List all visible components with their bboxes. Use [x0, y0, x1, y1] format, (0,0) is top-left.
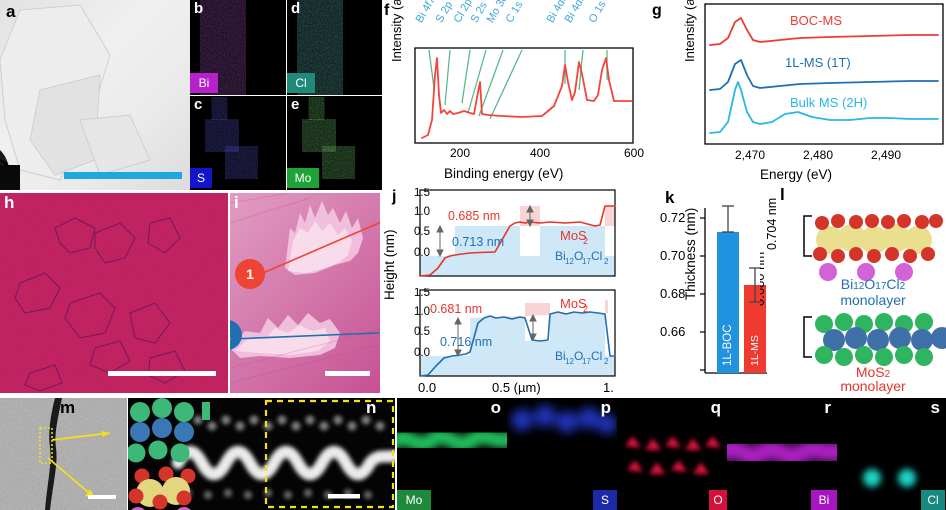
svg-text:0.72: 0.72: [660, 210, 685, 225]
svg-text:1.0: 1.0: [414, 306, 430, 318]
svg-text:0.5 (µm): 0.5 (µm): [492, 380, 541, 395]
svg-text:0.0: 0.0: [414, 247, 430, 259]
svg-text:0.0: 0.0: [414, 347, 430, 359]
svg-text:Cl: Cl: [591, 249, 602, 263]
svg-text:2: 2: [604, 257, 609, 266]
svg-text:2: 2: [583, 304, 588, 314]
svg-text:0.713 nm: 0.713 nm: [452, 235, 504, 249]
svg-text:1.0: 1.0: [414, 206, 430, 218]
svg-text:2: 2: [604, 357, 609, 366]
svg-text:1.: 1.: [603, 380, 614, 395]
svg-text:1: 1: [246, 266, 254, 282]
svg-text:0.66: 0.66: [660, 324, 685, 339]
svg-text:0.681 nm: 0.681 nm: [430, 302, 482, 316]
svg-text:0.68: 0.68: [660, 286, 685, 301]
svg-text:0.5: 0.5: [414, 226, 430, 238]
svg-text:0.70: 0.70: [660, 248, 685, 263]
svg-text:1L-BOC: 1L-BOC: [722, 324, 734, 366]
svg-text:0.5: 0.5: [414, 326, 430, 338]
svg-text:2: 2: [583, 236, 588, 246]
svg-text:0.0: 0.0: [418, 380, 436, 395]
svg-text:0.685 nm: 0.685 nm: [448, 209, 500, 223]
svg-text:Cl: Cl: [591, 349, 602, 363]
svg-text:1.5: 1.5: [414, 188, 430, 199]
svg-text:1.5: 1.5: [414, 288, 430, 299]
svg-text:0.716 nm: 0.716 nm: [440, 335, 492, 349]
